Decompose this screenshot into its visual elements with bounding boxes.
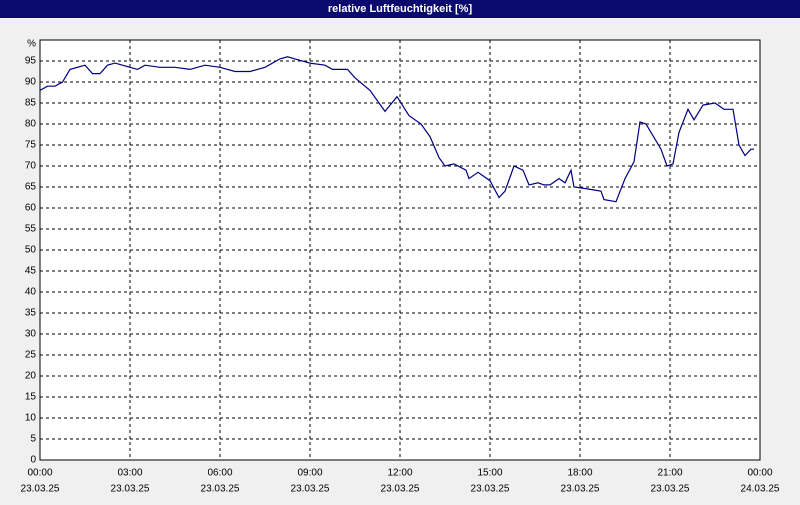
x-tick-date: 23.03.25 — [471, 484, 510, 495]
y-tick-label: 80 — [25, 119, 37, 130]
y-tick-label: 85 — [25, 98, 37, 109]
x-tick-label: 21:00 — [657, 468, 682, 479]
x-tick-label: 15:00 — [477, 468, 502, 479]
x-tick-date: 23.03.25 — [561, 484, 600, 495]
y-tick-label: 15 — [25, 392, 37, 403]
x-tick-label: 06:00 — [207, 468, 232, 479]
y-tick-label: 55 — [25, 224, 37, 235]
x-tick-date: 23.03.25 — [111, 484, 150, 495]
title-bar — [0, 0, 800, 18]
y-tick-label: 75 — [25, 140, 37, 151]
y-tick-label: 70 — [25, 161, 37, 172]
y-tick-label: 50 — [25, 245, 37, 256]
y-tick-label: 30 — [25, 329, 37, 340]
y-tick-label: 40 — [25, 287, 37, 298]
y-tick-label: 35 — [25, 308, 37, 319]
x-tick-date: 23.03.25 — [291, 484, 330, 495]
y-tick-label: 65 — [25, 182, 37, 193]
x-tick-label: 12:00 — [387, 468, 412, 479]
y-tick-label: 95 — [25, 56, 37, 67]
x-tick-date: 23.03.25 — [381, 484, 420, 495]
y-tick-label: 5 — [30, 434, 36, 445]
x-tick-label: 00:00 — [747, 468, 772, 479]
y-tick-label: 10 — [25, 413, 37, 424]
y-tick-label: 90 — [25, 77, 37, 88]
x-tick-date: 23.03.25 — [651, 484, 690, 495]
x-tick-label: 03:00 — [117, 468, 142, 479]
x-tick-date: 24.03.25 — [741, 484, 780, 495]
x-tick-label: 18:00 — [567, 468, 592, 479]
y-tick-label: 25 — [25, 350, 37, 361]
y-tick-label: 20 — [25, 371, 37, 382]
y-tick-label: 0 — [30, 455, 36, 466]
x-tick-label: 00:00 — [27, 468, 52, 479]
line-series — [39, 56, 754, 203]
chart-title: relative Luftfeuchtigkeit [%] — [328, 3, 473, 15]
x-tick-date: 23.03.25 — [21, 484, 60, 495]
y-axis-label: % — [27, 39, 36, 50]
x-tick-date: 23.03.25 — [201, 484, 240, 495]
y-tick-label: 60 — [25, 203, 37, 214]
y-tick-label: 45 — [25, 266, 37, 277]
x-tick-label: 09:00 — [297, 468, 322, 479]
